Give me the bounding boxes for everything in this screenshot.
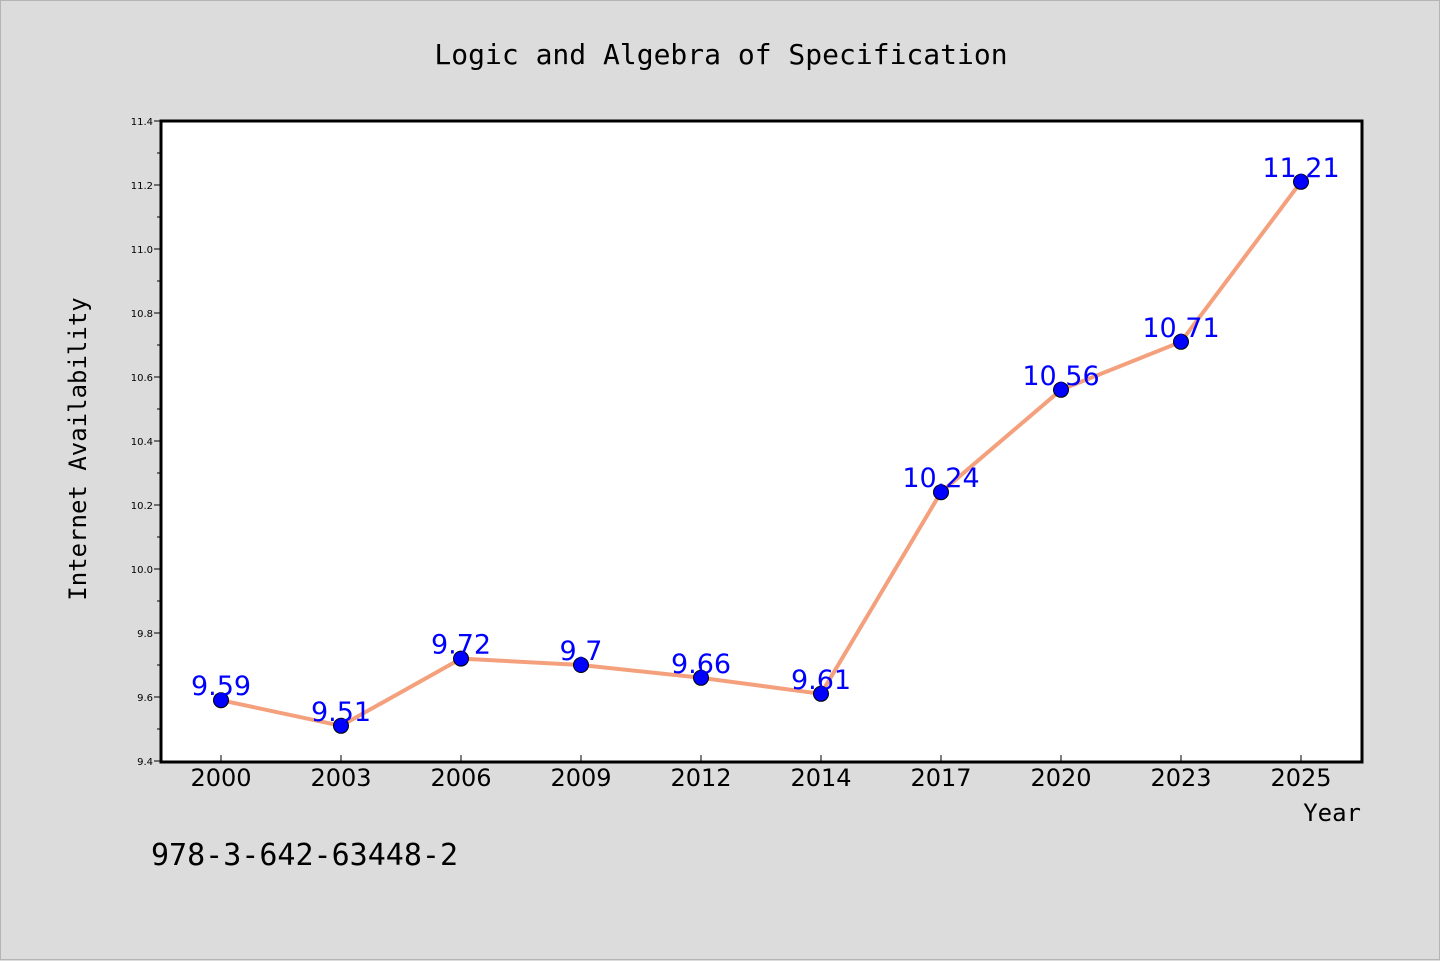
- x-axis-ticks: 2000 2003 2006 2009 2012 2014 2017 2020 2023 2025: [190, 755, 1332, 792]
- data-label: 9.7: [560, 636, 603, 667]
- y-tick-label: 10.0: [131, 565, 153, 576]
- y-tick-label: 10.6: [131, 373, 153, 384]
- data-point: [693, 669, 709, 686]
- x-tick-label: 2017: [910, 764, 971, 792]
- data-label: 10.24: [902, 463, 979, 494]
- x-tick-label: 2000: [190, 764, 251, 792]
- x-tick-label: 2023: [1150, 764, 1211, 792]
- y-tick-label: 9.6: [137, 693, 153, 704]
- x-tick-label: 2012: [670, 764, 731, 792]
- x-tick-label: 2009: [550, 764, 611, 792]
- plot-area: [159, 119, 1364, 764]
- x-tick-label: 2014: [790, 764, 851, 792]
- y-tick-label: 10.4: [131, 437, 153, 448]
- data-markers: [213, 173, 1309, 734]
- y-tick-label: 9.8: [137, 629, 153, 640]
- x-tick-label: 2025: [1270, 764, 1331, 792]
- isbn-annotation: 978-3-642-63448-2: [151, 838, 458, 873]
- data-label: 9.72: [431, 630, 491, 661]
- series-line-group: [220, 180, 1303, 728]
- data-label: 9.51: [311, 697, 371, 728]
- data-point: [1173, 333, 1189, 350]
- data-point: [933, 484, 949, 501]
- y-tick-label: 11.0: [131, 245, 153, 256]
- y-axis-ticks: 9.4 9.6 9.8 10.0 10.2 10.4 10.6 10.8 11.0 11.2 11.…: [131, 117, 161, 768]
- data-point: [333, 717, 349, 734]
- y-tick-label: 10.2: [131, 501, 153, 512]
- data-label: 11.21: [1262, 153, 1339, 184]
- y-tick-label: 9.4: [137, 757, 153, 768]
- y-tick-label: 11.4: [131, 117, 153, 128]
- x-axis-label: Year: [1303, 799, 1361, 827]
- x-tick-label: 2003: [310, 764, 371, 792]
- data-label: 10.71: [1142, 313, 1219, 344]
- y-axis-label: Internet Availability: [64, 297, 92, 600]
- data-point: [1053, 381, 1069, 398]
- data-label: 9.66: [671, 649, 731, 680]
- x-tick-label: 2006: [430, 764, 491, 792]
- y-tick-label: 11.2: [131, 181, 153, 192]
- data-label: 10.56: [1022, 361, 1099, 392]
- data-point: [213, 692, 229, 709]
- data-labels: 9.59 9.51 9.72 9.7 9.66 9.61 10.24 10.56 10.71 11…: [191, 153, 1340, 728]
- data-point: [573, 657, 589, 673]
- data-point: [453, 650, 469, 667]
- data-point: [813, 685, 829, 702]
- data-point: [1293, 173, 1309, 190]
- y-tick-label: 10.8: [131, 309, 153, 320]
- data-label: 9.61: [791, 665, 851, 696]
- chart-title: Logic and Algebra of Specification: [434, 38, 1007, 71]
- x-tick-label: 2020: [1030, 764, 1091, 792]
- data-label: 9.59: [191, 671, 251, 702]
- series-line: [220, 180, 1303, 728]
